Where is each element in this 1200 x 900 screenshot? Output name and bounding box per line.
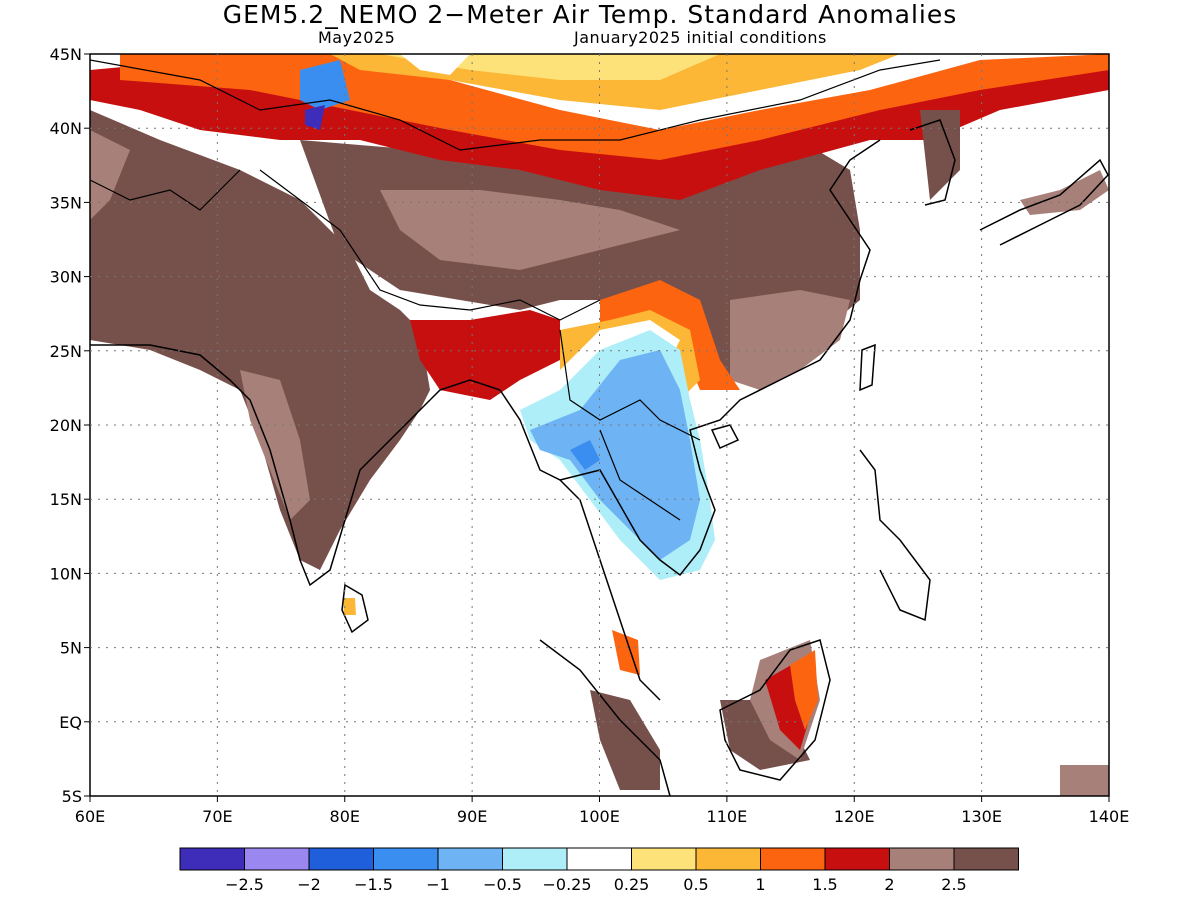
colorbar-label: −0.25	[542, 875, 591, 894]
field-japan-2	[1020, 170, 1109, 215]
lat-label: EQ	[59, 713, 82, 732]
lon-label: 100E	[579, 807, 620, 826]
srilanka-coast	[341, 583, 369, 634]
lat-label: 20N	[50, 416, 82, 435]
colorbar-swatch	[437, 847, 503, 871]
border-tibet	[259, 169, 601, 321]
lon-label: 60E	[75, 807, 105, 826]
field-north-white	[400, 54, 470, 75]
colorbar: −2.5 −2 −1.5 −1 −0.5 −0.25 0.25 0.5 1 1.5 2 2.5	[179, 847, 1019, 894]
colorbar-label: −1	[426, 875, 450, 894]
field-north-1	[120, 54, 1109, 160]
colorbar-swatch	[631, 847, 697, 871]
lat-label: 35N	[50, 193, 82, 212]
field-png-2	[1060, 765, 1109, 796]
field-borneo-1	[790, 650, 818, 730]
lon-label: 80E	[330, 807, 360, 826]
border-westasia	[89, 169, 241, 211]
lon-labels: 60E 70E 80E 90E 100E 110E 120E 130E 140E	[75, 796, 1130, 826]
field-cold-spot-core	[305, 105, 325, 130]
field-malaya-1	[612, 630, 640, 675]
lon-label: 110E	[707, 807, 748, 826]
map-title: GEM5.2_NEMO 2−Meter Air Temp. Standard A…	[222, 0, 958, 29]
field-cold-spot	[300, 60, 350, 110]
colorbar-label: 2.5	[941, 875, 966, 894]
colorbar-swatch	[502, 847, 568, 871]
colorbar-swatch	[695, 847, 761, 871]
colorbar-swatch	[566, 847, 632, 871]
initial-conditions: January2025 initial conditions	[574, 28, 827, 47]
colorbar-swatch	[889, 847, 955, 871]
colorbar-swatch	[953, 847, 1019, 871]
lon-label: 130E	[961, 807, 1002, 826]
field-sumatra-2.5	[590, 690, 660, 790]
lat-label: 30N	[50, 268, 82, 287]
border-indochina	[559, 329, 701, 521]
lat-label: 10N	[50, 564, 82, 583]
japan-coast	[979, 158, 1109, 246]
lat-label: 25N	[50, 342, 82, 361]
border-north	[89, 59, 941, 151]
lon-label: 70E	[202, 807, 232, 826]
lat-label: 40N	[50, 119, 82, 138]
field-india-west-2	[90, 130, 130, 220]
lon-label: 120E	[834, 807, 875, 826]
colorbar-label: 1	[755, 875, 765, 894]
field-indochina-cold-0.5	[530, 350, 700, 560]
taiwan-coast	[859, 343, 876, 392]
colorbar-swatch	[760, 847, 826, 871]
colorbar-label: −1.5	[354, 875, 393, 894]
gridlines	[90, 54, 1109, 796]
field-borneo-2.5	[720, 700, 810, 770]
lat-label: 45N	[50, 45, 82, 64]
colorbar-label: 1.5	[812, 875, 837, 894]
lat-label: 15N	[50, 490, 82, 509]
colorbar-label: 0.5	[683, 875, 708, 894]
field-korea-2.5	[920, 110, 960, 200]
india-coast	[90, 344, 501, 587]
colorbar-label: −2	[297, 875, 321, 894]
colorbar-swatch	[244, 847, 310, 871]
sumatra-coast	[539, 639, 671, 797]
field-bangladesh-1.5	[410, 310, 560, 400]
colorbar-swatch	[179, 847, 245, 871]
colorbar-swatch	[308, 847, 374, 871]
colorbar-label: 2	[884, 875, 894, 894]
forecast-month: May2025	[318, 28, 396, 47]
field-north-0.25	[380, 54, 720, 80]
colorbar-swatch	[373, 847, 439, 871]
lat-label: 5N	[60, 639, 82, 658]
colorbar-label: −0.5	[483, 875, 522, 894]
indochina-coast	[499, 139, 881, 701]
field-indochina-cold-1	[570, 440, 600, 470]
field-china-2-a	[380, 190, 680, 270]
borders	[89, 59, 941, 521]
borneo-coast	[719, 639, 831, 781]
colorbar-swatch	[824, 847, 890, 871]
coastlines	[90, 119, 1109, 797]
field-srilanka-0.5	[343, 598, 356, 615]
lat-labels: 45N 40N 35N 30N 25N 20N 15N 10N 5N EQ 5S	[50, 45, 90, 806]
hainan-coast	[710, 424, 740, 449]
philippines-coast	[859, 449, 931, 622]
field-southchina-2	[730, 290, 850, 390]
lon-label: 90E	[457, 807, 487, 826]
field-india-coast-2	[240, 370, 310, 520]
colorbar-label: −2.5	[225, 875, 264, 894]
korea-coast	[909, 119, 956, 206]
colorbar-label: 0.25	[614, 875, 650, 894]
lon-label: 140E	[1089, 807, 1130, 826]
lat-label: 5S	[62, 787, 82, 806]
